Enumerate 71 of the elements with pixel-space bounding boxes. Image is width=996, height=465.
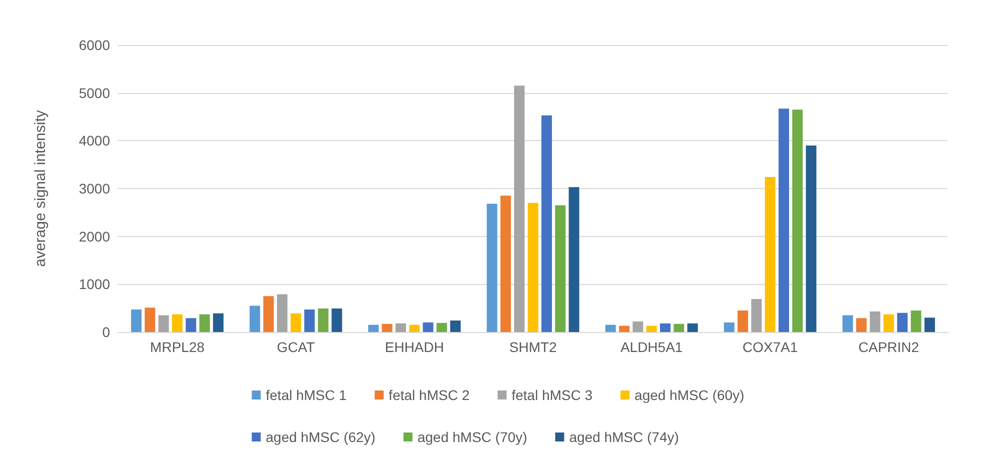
bar [318, 308, 328, 332]
bar [632, 321, 644, 332]
bar [144, 308, 156, 332]
bar [660, 323, 670, 332]
bar [213, 313, 224, 332]
x-tick-label: SHMT2 [509, 339, 557, 355]
bar [172, 314, 183, 332]
bar [199, 314, 210, 332]
bar [368, 324, 379, 332]
y-tick-label: 1000 [78, 276, 110, 292]
bar [568, 187, 580, 332]
bar [778, 108, 790, 332]
bar [263, 296, 274, 332]
bar [751, 298, 762, 332]
legend-label: aged hMSC (74y) [569, 429, 679, 445]
bar [396, 323, 406, 332]
bar [618, 326, 630, 332]
bar [382, 324, 392, 332]
bar [436, 322, 448, 332]
bar [856, 318, 867, 332]
y-tick-label: 0 [102, 324, 110, 340]
y-tick-label: 4000 [78, 132, 110, 149]
bar [276, 294, 288, 332]
bar [792, 110, 803, 332]
y-tick-label: 6000 [78, 37, 110, 53]
bar [131, 310, 142, 332]
bar [687, 323, 698, 332]
bar [924, 318, 935, 332]
bar [870, 311, 880, 332]
y-axis-title: average signal intensity [32, 110, 49, 267]
bar [764, 177, 776, 332]
x-tick-label: CAPRIN2 [858, 339, 920, 355]
bar [304, 310, 315, 332]
bar [910, 310, 922, 332]
legend-label: aged hMSC (62y) [266, 429, 376, 445]
legend-label: aged hMSC (70y) [417, 429, 528, 445]
bar [674, 324, 684, 332]
x-tick-label: GCAT [276, 339, 316, 355]
bar [528, 202, 538, 332]
bar [500, 196, 511, 332]
bar [555, 205, 566, 332]
bar [897, 312, 908, 332]
bar [290, 313, 302, 332]
legend-label: aged hMSC (60y) [634, 387, 744, 403]
x-tick-label: EHHADH [384, 339, 444, 355]
bar [186, 318, 196, 332]
legend-label: fetal hMSC 1 [266, 387, 347, 403]
bar [158, 315, 169, 332]
x-tick-label: COX7A1 [742, 339, 798, 355]
bar [541, 115, 552, 332]
bar [486, 204, 498, 332]
legend-label: fetal hMSC 3 [512, 387, 593, 403]
bar [605, 324, 616, 332]
bar [842, 315, 853, 332]
bar [514, 86, 525, 332]
bar [250, 306, 260, 332]
y-tick-label: 5000 [78, 84, 110, 101]
bar [738, 310, 748, 332]
bar [724, 322, 734, 332]
x-tick-label: MRPL28 [150, 339, 205, 355]
y-tick-label: 2000 [78, 228, 110, 244]
bar [883, 314, 894, 332]
x-tick-label: ALDH5A1 [620, 339, 683, 355]
bar [409, 324, 420, 332]
bar [332, 308, 342, 332]
legend-label: fetal hMSC 2 [388, 387, 470, 403]
bar [422, 322, 434, 332]
bar [806, 145, 816, 332]
bar [450, 320, 461, 332]
y-tick-label: 3000 [78, 180, 110, 196]
bar [646, 326, 657, 332]
